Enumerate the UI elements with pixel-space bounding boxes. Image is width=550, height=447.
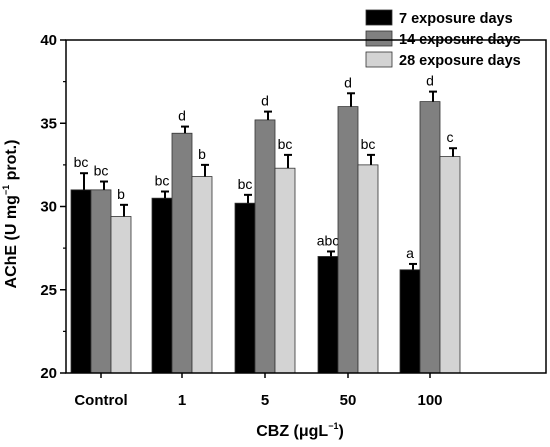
x-tick-label: Control (74, 392, 127, 409)
significance-label: c (447, 129, 454, 145)
bar (90, 189, 112, 374)
bar (70, 189, 92, 374)
significance-label: bc (74, 154, 89, 170)
bar (439, 156, 461, 374)
significance-label: d (178, 108, 186, 124)
bar (254, 119, 276, 374)
bar (337, 106, 359, 374)
bar (274, 167, 296, 374)
axes-group: 20 25 30 35 40 Control 1 5 50 100 (40, 32, 547, 409)
legend-swatch (365, 30, 393, 47)
x-axis-title-exponent: −1 (328, 421, 338, 431)
y-tick-label: 40 (40, 32, 57, 49)
x-axis-title-main: CBZ (μgL (256, 423, 328, 440)
significance-label: d (261, 93, 269, 109)
legend-label: 7 exposure days (399, 11, 513, 27)
y-tick-label: 35 (40, 115, 57, 132)
significance-label: d (426, 73, 434, 89)
significance-label: b (117, 186, 125, 202)
significance-label: bc (238, 176, 253, 192)
significance-label: bc (278, 136, 293, 152)
y-axis-title: AChE (U mg−1 prot.) (1, 140, 20, 289)
significance-label: bc (155, 173, 170, 189)
bar (191, 176, 213, 374)
y-axis-title-exponent: −1 (1, 185, 11, 195)
x-tick-label: 100 (417, 392, 442, 409)
y-tick-label: 20 (40, 365, 57, 382)
bar (357, 164, 379, 374)
x-axis-title-tail: ) (338, 423, 343, 440)
y-axis-title-tail: prot.) (3, 140, 20, 185)
bar (419, 101, 441, 374)
significance-label: bc (361, 136, 376, 152)
significance-label: bc (94, 163, 109, 179)
x-tick-label: 50 (340, 392, 357, 409)
significance-label: b (198, 146, 206, 162)
bar (234, 202, 256, 374)
x-axis-title: CBZ (μgL−1) (256, 421, 344, 440)
y-tick-label: 30 (40, 199, 57, 216)
x-tick-label: 5 (261, 392, 269, 409)
significance-label: a (406, 245, 414, 261)
legend-label: 28 exposure days (399, 53, 521, 69)
legend-swatch (365, 51, 393, 68)
significance-label: d (344, 74, 352, 90)
plot-frame (65, 39, 547, 374)
bar (399, 269, 421, 374)
y-axis-title-main: AChE (U mg (3, 195, 20, 288)
bar (171, 132, 193, 374)
x-tick-label: 1 (178, 392, 186, 409)
legend-swatch (365, 9, 393, 26)
significance-label: abc (317, 232, 340, 248)
bar (151, 197, 173, 374)
y-tick-label: 25 (40, 282, 57, 299)
bar (110, 216, 132, 374)
bar (317, 256, 339, 374)
